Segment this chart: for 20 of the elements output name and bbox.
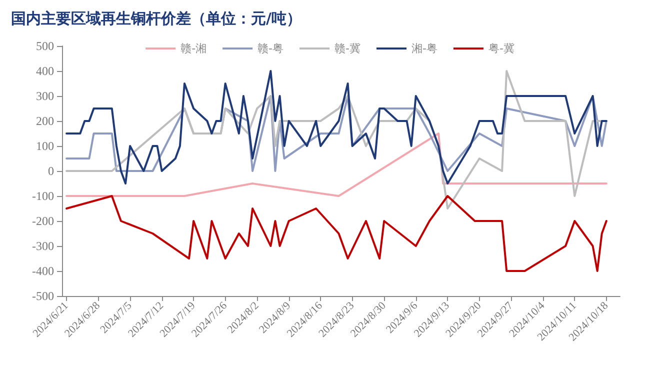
line-series: [66, 95, 608, 172]
legend-label: 赣-湘: [180, 42, 207, 55]
chart-title: 国内主要区域再生铜杆价差（单位：元/吨）: [11, 10, 302, 28]
legend-label: 赣-冀: [334, 42, 360, 55]
y-tick-label: 100: [36, 139, 54, 153]
y-tick-label: 0: [48, 164, 54, 178]
y-tick-label: -200: [32, 214, 54, 228]
y-tick-label: 200: [36, 114, 54, 128]
y-tick-label: -100: [32, 189, 54, 203]
y-tick-label: -300: [32, 239, 54, 253]
line-series: [66, 195, 608, 272]
y-tick-label: -500: [32, 289, 54, 303]
legend-label: 粤-冀: [488, 42, 514, 55]
y-tick-label: 400: [36, 64, 54, 78]
legend-label: 湘-粤: [411, 42, 438, 55]
y-tick-label: 500: [36, 39, 54, 53]
y-tick-label: -400: [32, 264, 54, 278]
line-series: [66, 70, 608, 184]
y-tick-label: 300: [36, 89, 54, 103]
legend-label: 赣-粤: [258, 42, 284, 55]
